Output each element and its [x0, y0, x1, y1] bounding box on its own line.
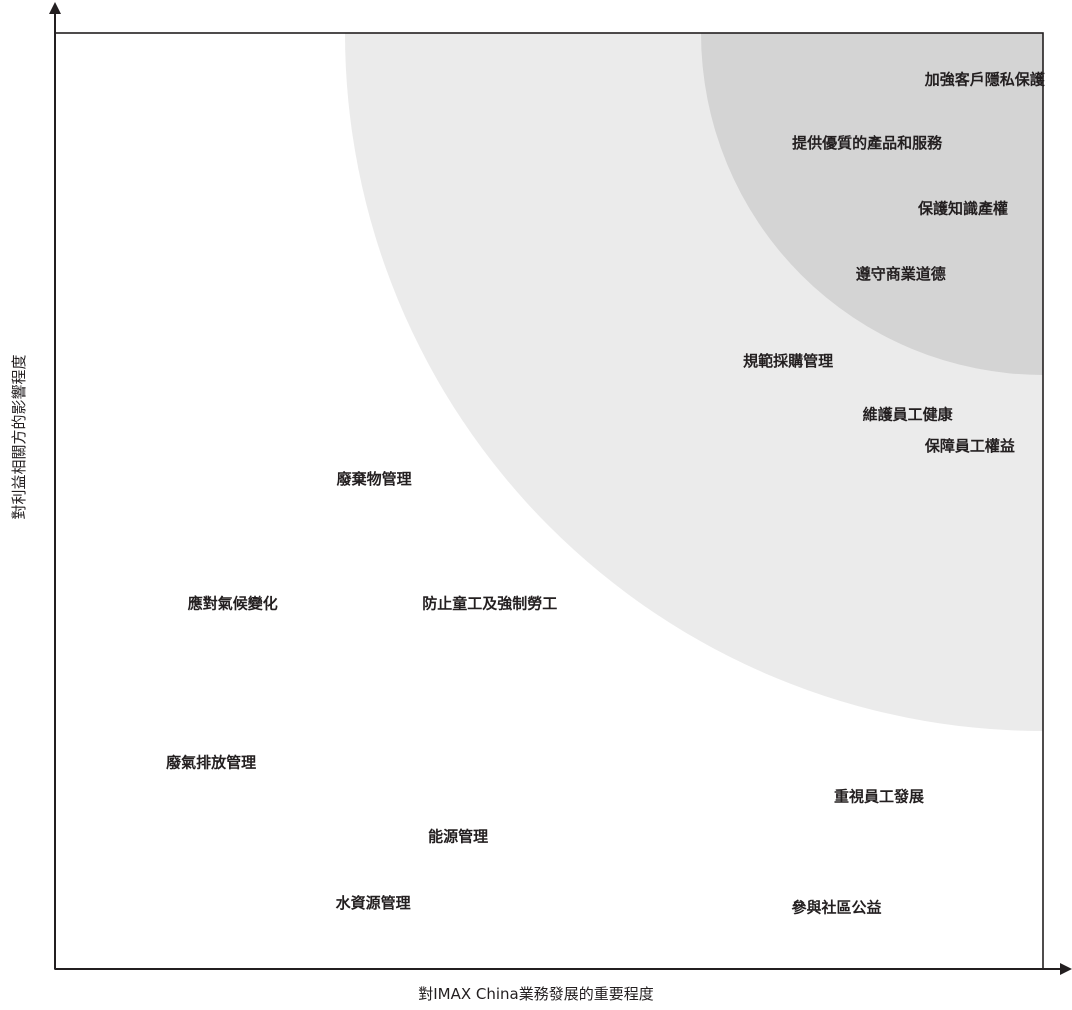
topic-label: 提供優質的產品和服務 — [792, 134, 943, 152]
y-axis-arrow — [49, 2, 61, 14]
topic-label: 能源管理 — [428, 828, 488, 846]
topic-labels: 加強客戶隱私保護提供優質的產品和服務保護知識產權遵守商業道德規範採購管理維護員工… — [166, 70, 1046, 916]
topic-label: 維護員工健康 — [863, 405, 954, 423]
topic-label: 加強客戶隱私保護 — [924, 70, 1046, 88]
x-axis-arrow — [1060, 963, 1072, 975]
topic-label: 保護知識產權 — [917, 200, 1008, 218]
y-axis-title: 對利益相關方的影響程度 — [10, 354, 28, 519]
x-axis-title: 對IMAX China業務發展的重要程度 — [418, 985, 654, 1003]
topic-label: 規範採購管理 — [743, 352, 833, 370]
topic-label: 參與社區公益 — [791, 899, 881, 917]
topic-label: 重視員工發展 — [834, 787, 924, 805]
high-materiality-zone — [701, 33, 1043, 375]
topic-label: 應對氣候變化 — [188, 595, 278, 613]
topic-label: 遵守商業道德 — [856, 265, 946, 283]
topic-label: 廢棄物管理 — [337, 470, 412, 488]
topic-label: 水資源管理 — [336, 894, 411, 912]
topic-label: 防止童工及強制勞工 — [422, 595, 557, 613]
topic-label: 保障員工權益 — [924, 437, 1015, 455]
topic-label: 廢氣排放管理 — [166, 754, 256, 772]
